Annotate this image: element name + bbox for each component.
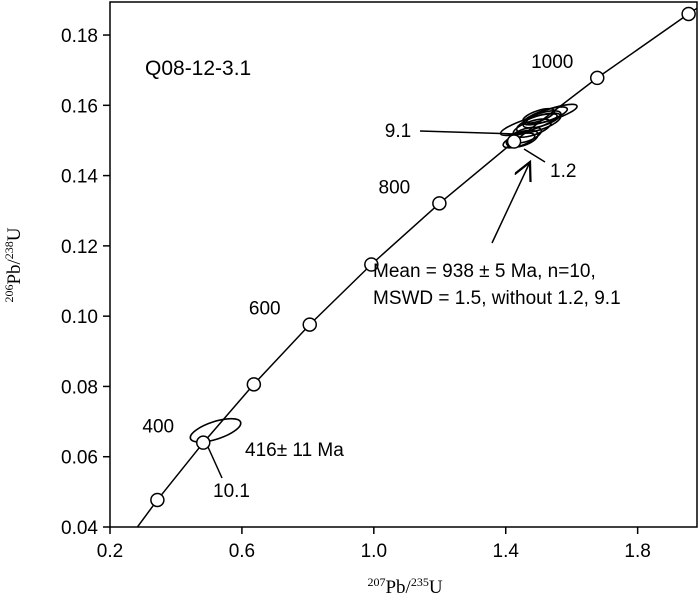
y-tick-label: 0.06	[61, 448, 98, 469]
leader-line	[207, 446, 223, 479]
x-axis-label: 207Pb/235U	[367, 575, 442, 598]
label-part: U	[429, 577, 443, 598]
age-marker	[364, 257, 379, 272]
label-part: 207	[367, 575, 385, 589]
y-tick-label: 0.10	[61, 307, 98, 328]
annotation: MSWD = 1.5, without 1.2, 9.1	[373, 288, 621, 309]
annotation: 9.1	[385, 121, 411, 142]
label-part: 235	[411, 575, 429, 589]
age-marker	[589, 70, 605, 86]
leader-line	[523, 148, 546, 163]
y-axis-label: 206Pb/238U	[2, 227, 25, 302]
y-tick-label: 0.14	[61, 167, 98, 188]
label-part: U	[4, 227, 25, 241]
error-ellipse	[505, 129, 539, 148]
age-marker	[150, 492, 165, 508]
label-part: Pb/	[385, 577, 411, 598]
x-tick-label: 1.4	[493, 541, 520, 562]
sample-title: Q08-12-3.1	[145, 57, 251, 80]
error-ellipse	[189, 417, 242, 443]
annotation: 1.2	[550, 161, 576, 182]
x-tick-label: 0.2	[97, 541, 123, 562]
label-part: Pb/	[4, 258, 25, 284]
annotation: 10.1	[213, 481, 250, 502]
age-marker	[302, 317, 317, 332]
y-tick-label: 0.18	[61, 26, 98, 47]
y-tick-label: 0.04	[61, 518, 98, 539]
plot-frame	[109, 1, 698, 528]
age-marker	[432, 196, 447, 211]
label-part: 206	[2, 285, 16, 303]
label-part: 238	[2, 241, 16, 259]
age-marker	[506, 134, 522, 149]
age-marker	[681, 6, 696, 22]
y-tick-label: 0.08	[61, 377, 98, 398]
arrow	[491, 162, 530, 244]
age-marker	[196, 435, 211, 450]
annotation: Mean = 938 ± 5 Ma, n=10,	[373, 261, 596, 282]
leader-line	[419, 130, 516, 135]
y-tick-label: 0.12	[61, 237, 98, 258]
age-label: 800	[379, 177, 411, 198]
age-label: 1000	[531, 52, 573, 73]
x-tick-label: 0.6	[229, 541, 255, 562]
x-tick-label: 1.0	[361, 541, 387, 562]
annotation: 416± 11 Ma	[245, 440, 344, 461]
age-marker	[246, 377, 262, 392]
y-tick-label: 0.16	[61, 96, 98, 117]
age-label: 600	[249, 299, 281, 320]
x-tick-label: 1.8	[624, 541, 650, 562]
age-label: 400	[142, 417, 174, 438]
